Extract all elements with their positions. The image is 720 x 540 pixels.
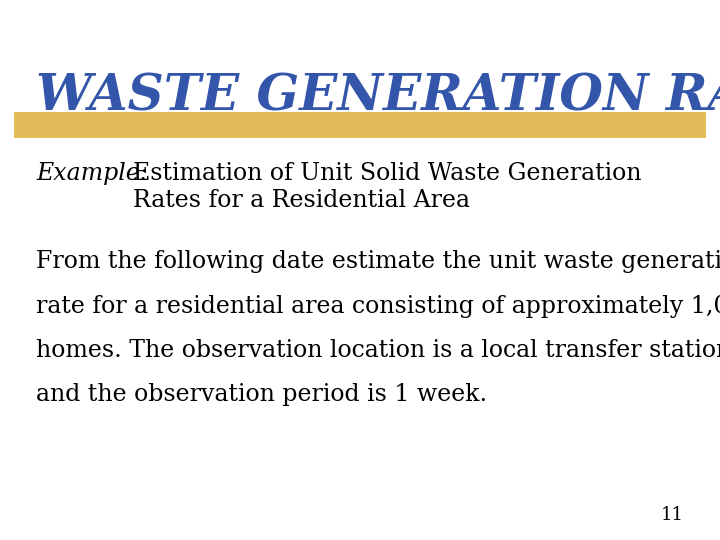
Text: homes. The observation location is a local transfer station,: homes. The observation location is a loc… (36, 339, 720, 362)
Text: Example:: Example: (36, 163, 148, 185)
Text: rate for a residential area consisting of approximately 1,000: rate for a residential area consisting o… (36, 295, 720, 318)
Text: WASTE GENERATION RATES: WASTE GENERATION RATES (36, 73, 720, 122)
Text: and the observation period is 1 week.: and the observation period is 1 week. (36, 383, 487, 406)
Text: Rates for a Residential Area: Rates for a Residential Area (133, 190, 470, 212)
Text: 11: 11 (661, 506, 684, 524)
Text: Estimation of Unit Solid Waste Generation: Estimation of Unit Solid Waste Generatio… (133, 163, 642, 185)
Text: From the following date estimate the unit waste generation: From the following date estimate the uni… (36, 251, 720, 273)
FancyBboxPatch shape (14, 112, 706, 138)
